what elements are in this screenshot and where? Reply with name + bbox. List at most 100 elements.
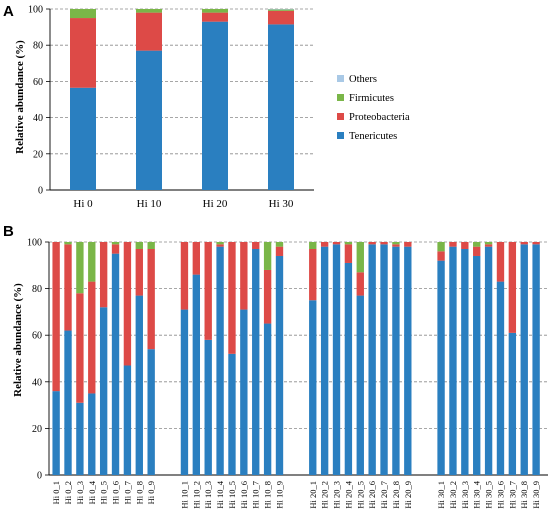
panel-b-category-label: Hi 20_5 (355, 481, 365, 509)
panel-b-ytick-label: 20 (32, 424, 42, 435)
panel-a-category-label: Hi 20 (203, 198, 228, 210)
bar-tenericutes-hi-20 (202, 21, 228, 191)
bar-proteobacteria-hi-20-2 (320, 242, 329, 247)
bar-proteobacteria-hi-0-3 (76, 293, 84, 403)
panel-b-category-label: Hi 0_8 (134, 481, 144, 504)
bar-proteobacteria-hi-20-7 (380, 242, 388, 245)
bar-firmicutes-hi-20-4 (344, 242, 353, 245)
panel-b-category-label: Hi 0_2 (63, 481, 73, 504)
bar-firmicutes-hi-0-9 (147, 242, 155, 249)
panel-b-category-label: Hi 30_4 (472, 480, 482, 508)
bar-proteobacteria-hi-10-1 (180, 242, 189, 310)
bar-proteobacteria-hi-0-8 (135, 248, 143, 296)
panel-b-ytick-label: 80 (32, 284, 42, 295)
bar-firmicutes-hi-30-4 (473, 242, 481, 247)
bar-proteobacteria-hi-30-4 (473, 246, 481, 256)
bar-firmicutes-hi-0-6 (111, 242, 120, 245)
bar-proteobacteria-hi-0-1 (52, 242, 60, 392)
bar-firmicutes-hi-30-1 (437, 242, 445, 252)
bar-proteobacteria-hi-0-7 (123, 242, 132, 366)
bar-proteobacteria-hi-30-6 (496, 242, 505, 282)
bar-tenericutes-hi-10-9 (275, 255, 284, 475)
bar-firmicutes-hi-0-3 (76, 242, 84, 294)
bar-proteobacteria-hi-10 (136, 12, 162, 51)
panel-b-category-label: Hi 10_9 (274, 481, 284, 509)
bar-firmicutes-hi-10-8 (263, 242, 272, 270)
panel-a-ylabel: Relative abundance (%) (14, 40, 26, 154)
bar-tenericutes-hi-30-9 (532, 244, 540, 475)
bar-proteobacteria-hi-10-5 (228, 242, 236, 354)
panel-b-category-label: Hi 10_4 (215, 480, 225, 508)
panel-a-category-label: Hi 30 (269, 198, 294, 210)
panel-b-category-label: Hi 10_3 (203, 481, 213, 509)
bar-proteobacteria-hi-30-7 (508, 242, 517, 333)
bar-proteobacteria-hi-30-2 (449, 242, 457, 247)
bar-proteobacteria-hi-20-6 (368, 242, 376, 245)
bar-tenericutes-hi-20-3 (332, 244, 341, 475)
panel-a-ytick-label: 80 (33, 41, 43, 52)
panel-a-ytick-label: 40 (33, 113, 43, 124)
bar-tenericutes-hi-20-9 (404, 246, 412, 475)
panel-b-category-label: Hi 20_9 (403, 481, 413, 509)
bar-firmicutes-hi-30-5 (484, 242, 493, 245)
bar-firmicutes-hi-20 (202, 9, 228, 13)
bar-proteobacteria-hi-20-5 (356, 272, 364, 296)
bar-tenericutes-hi-10 (136, 50, 162, 190)
bar-tenericutes-hi-10-1 (180, 309, 189, 475)
bar-proteobacteria-hi-20-9 (404, 242, 412, 247)
bar-tenericutes-hi-0 (70, 87, 96, 190)
bar-tenericutes-hi-10-6 (240, 309, 248, 475)
panel-a-plot: 0 20 40 60 80 100 Hi 0 Hi 10 Hi 20 Hi 30 (28, 5, 314, 210)
panel-b-label: B (3, 223, 14, 240)
panel-b-category-label: Hi 30_8 (519, 481, 529, 509)
panel-b-category-label: Hi 20_8 (391, 481, 401, 509)
legend-swatch-tenericutes (337, 132, 344, 139)
bar-tenericutes-hi-0-8 (135, 295, 143, 475)
panel-a-category-label: Hi 10 (137, 198, 162, 210)
panel-a-ytick-label: 20 (33, 149, 43, 160)
bar-proteobacteria-hi-10-3 (204, 242, 212, 340)
panel-b-category-label: Hi 30_2 (448, 481, 458, 509)
panel-b-category-label: Hi 30_6 (495, 481, 505, 509)
panel-a-legend: Others Firmicutes Proteobacteria Tenericute… (337, 74, 410, 142)
panel-b-category-label: Hi 20_2 (320, 481, 330, 509)
panel-b-category-label: Hi 30_7 (507, 481, 517, 509)
bar-tenericutes-hi-0-6 (111, 253, 120, 475)
bar-firmicutes-hi-0-4 (88, 242, 96, 282)
bar-tenericutes-hi-20-1 (309, 300, 317, 475)
panel-b-ytick-label: 40 (32, 377, 42, 388)
legend-swatch-proteobacteria (337, 113, 344, 120)
panel-b-ytick-label: 60 (32, 331, 42, 342)
panel-b-category-label: Hi 10_8 (263, 481, 273, 509)
panel-a-ytick-label: 100 (28, 5, 43, 16)
legend-label-others: Others (349, 74, 377, 85)
panel-b-category-label: Hi 10_2 (191, 481, 201, 509)
legend-label-firmicutes: Firmicutes (349, 93, 394, 104)
panel-b-ytick-label: 0 (37, 471, 42, 482)
bar-tenericutes-hi-30-8 (520, 244, 528, 475)
bar-tenericutes-hi-0-3 (76, 402, 84, 475)
bar-proteobacteria-hi-20-1 (309, 248, 317, 301)
panel-b-ylabel: Relative abundance (%) (12, 283, 24, 397)
bar-tenericutes-hi-20-5 (356, 295, 364, 475)
panel-b-category-label: Hi 0_9 (146, 481, 156, 504)
bar-tenericutes-hi-10-4 (216, 246, 224, 475)
panel-a-ytick-label: 60 (33, 77, 43, 88)
panel-a-ytick-label: 0 (38, 186, 43, 197)
bar-tenericutes-hi-0-2 (64, 330, 72, 475)
bar-tenericutes-hi-20-8 (392, 246, 400, 475)
bar-proteobacteria-hi-30 (268, 10, 294, 25)
panel-b-category-label: Hi 10_5 (227, 481, 237, 509)
bar-firmicutes-hi-20-1 (309, 242, 317, 249)
panel-b-category-label: Hi 10_7 (251, 481, 261, 509)
bar-others-hi-30 (268, 9, 294, 10)
bar-tenericutes-hi-20-7 (380, 244, 388, 475)
bar-proteobacteria-hi-30-1 (437, 251, 445, 261)
bar-firmicutes-hi-20-8 (392, 242, 400, 245)
bar-tenericutes-hi-10-7 (252, 248, 260, 475)
bar-tenericutes-hi-10-2 (192, 274, 201, 475)
bar-tenericutes-hi-10-5 (228, 353, 236, 475)
panel-b-category-label: Hi 20_3 (332, 481, 342, 509)
bar-proteobacteria-hi-20-8 (392, 244, 400, 247)
